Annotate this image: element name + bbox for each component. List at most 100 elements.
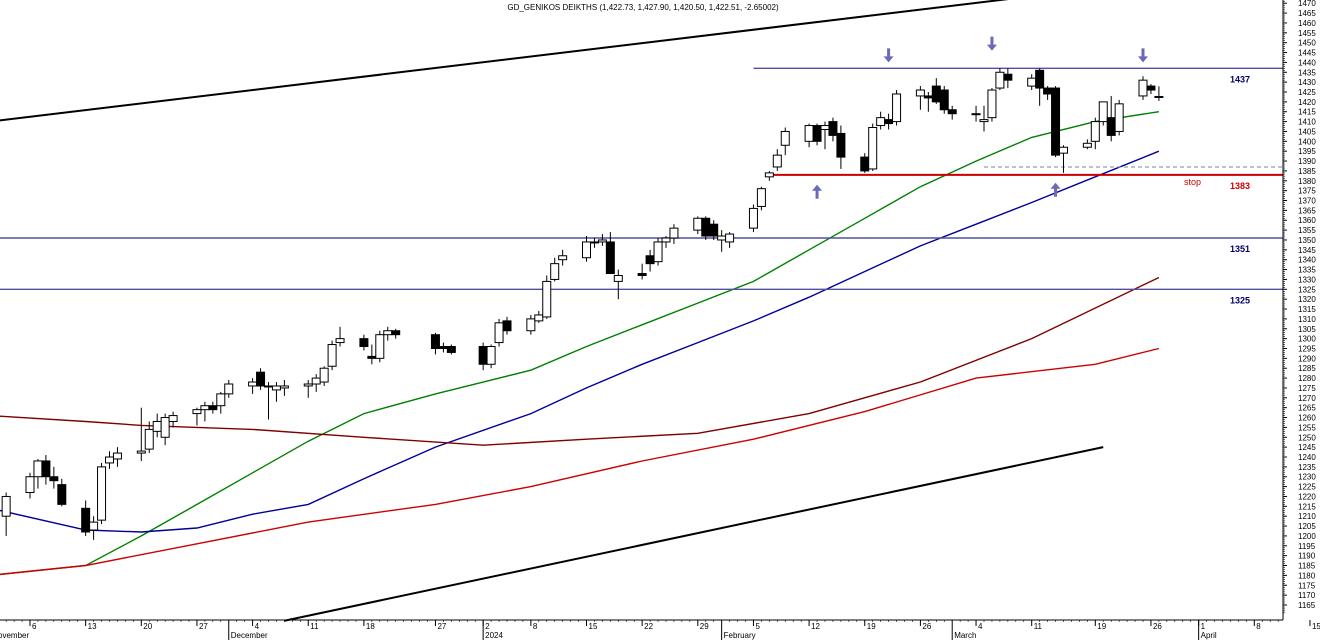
candle-2024-03-27 xyxy=(1154,86,1164,101)
candle-2023-11-14 xyxy=(89,516,99,540)
candle-2023-11-20 xyxy=(136,407,146,461)
y-tick-label-1370: 1370 xyxy=(1298,197,1316,206)
y-tick-label-1380: 1380 xyxy=(1298,177,1316,186)
candle-2024-03-19 xyxy=(1090,117,1100,150)
candle-2024-01-11 xyxy=(550,257,560,282)
trendline-2 xyxy=(284,446,1104,622)
candle-2024-03-04 xyxy=(971,105,981,122)
y-tick-label-1165: 1165 xyxy=(1298,601,1316,610)
candle-2024-03-05 xyxy=(979,105,989,132)
candle-2024-03-20 xyxy=(1098,101,1108,126)
y-tick-label-1405: 1405 xyxy=(1298,127,1316,136)
y-tick-label-1330: 1330 xyxy=(1298,275,1316,284)
y-tick-label-1470: 1470 xyxy=(1298,0,1316,8)
candle-2023-11-10 xyxy=(57,478,67,507)
x-tick-label-2023-11-13: 13 xyxy=(88,622,97,631)
y-tick-label-1365: 1365 xyxy=(1298,206,1316,215)
month-label-2023-12-01: December xyxy=(231,631,268,640)
y-tick-label-1350: 1350 xyxy=(1298,236,1316,245)
candle-2024-02-13 xyxy=(812,123,822,146)
level-note-1383: stop xyxy=(1184,177,1201,187)
y-tick-label-1375: 1375 xyxy=(1298,187,1316,196)
candle-2024-01-22 xyxy=(637,263,647,280)
y-tick-label-1450: 1450 xyxy=(1298,39,1316,48)
y-tick-label-1200: 1200 xyxy=(1298,532,1316,541)
candle-2024-02-08 xyxy=(772,149,782,171)
candle-2023-11-24 xyxy=(168,411,178,428)
candle-2024-02-26 xyxy=(915,86,925,110)
x-tick-label-2024-01-08: 8 xyxy=(533,622,538,631)
candle-2024-01-18 xyxy=(605,232,615,275)
month-label-2024-02-01: February xyxy=(724,631,756,640)
candle-2024-01-10 xyxy=(542,275,552,319)
candle-2024-03-06 xyxy=(987,88,997,122)
candle-2024-03-26 xyxy=(1146,84,1156,94)
y-tick-label-1270: 1270 xyxy=(1298,394,1316,403)
y-tick-label-1390: 1390 xyxy=(1298,157,1316,166)
candle-2023-11-30 xyxy=(216,391,226,414)
y-tick-label-1455: 1455 xyxy=(1298,29,1316,38)
arrows-layer xyxy=(812,36,1148,199)
y-tick-label-1215: 1215 xyxy=(1298,502,1316,511)
x-tick-label-2024-03-04: 4 xyxy=(978,622,983,631)
candle-2023-12-18 xyxy=(359,334,369,351)
moving-average-line-4 xyxy=(0,347,1160,576)
candle-2024-01-25 xyxy=(661,236,671,248)
y-tick-label-1195: 1195 xyxy=(1298,542,1316,551)
y-tick-label-1235: 1235 xyxy=(1298,463,1316,472)
candle-2023-11-06 xyxy=(25,472,35,499)
y-tick-label-1230: 1230 xyxy=(1298,473,1316,482)
y-tick-label-1280: 1280 xyxy=(1298,374,1316,383)
y-tick-label-1250: 1250 xyxy=(1298,433,1316,442)
candle-2024-02-06 xyxy=(756,186,766,211)
moving-averages-layer xyxy=(0,111,1160,576)
x-tick-label-2023-11-06: 6 xyxy=(32,622,37,631)
y-tick-label-1225: 1225 xyxy=(1298,483,1316,492)
y-tick-label-1460: 1460 xyxy=(1298,19,1316,28)
candle-2024-03-08 xyxy=(1003,68,1013,89)
y-tick-label-1335: 1335 xyxy=(1298,266,1316,275)
candle-2024-02-05 xyxy=(748,204,758,233)
candle-2023-12-11 xyxy=(303,380,313,398)
candle-2024-01-08 xyxy=(526,314,536,335)
candle-2024-03-18 xyxy=(1082,139,1092,150)
candle-2024-01-30 xyxy=(701,216,711,240)
candle-2024-01-03 xyxy=(486,344,496,369)
y-tick-label-1315: 1315 xyxy=(1298,305,1316,314)
y-tick-label-1290: 1290 xyxy=(1298,354,1316,363)
candle-2024-03-15 xyxy=(1059,145,1068,173)
y-tick-label-1170: 1170 xyxy=(1298,591,1316,600)
candle-2023-11-08 xyxy=(41,455,51,485)
y-tick-label-1275: 1275 xyxy=(1298,384,1316,393)
trendlines-layer xyxy=(0,0,1104,622)
y-tick-label-1340: 1340 xyxy=(1298,256,1316,265)
y-tick-label-1325: 1325 xyxy=(1298,285,1316,294)
y-tick-label-1220: 1220 xyxy=(1298,492,1316,501)
x-tick-label-2024-03-19: 19 xyxy=(1097,622,1106,631)
candle-2023-12-20 xyxy=(375,330,385,363)
candle-2024-02-02 xyxy=(725,232,735,248)
arrow-down-3 xyxy=(1138,48,1148,63)
y-tick-label-1465: 1465 xyxy=(1298,9,1316,18)
y-tick-label-1355: 1355 xyxy=(1298,226,1316,235)
candle-2024-03-14 xyxy=(1051,86,1061,158)
y-tick-label-1395: 1395 xyxy=(1298,147,1316,156)
candle-2024-01-05 xyxy=(502,316,512,335)
candle-2024-01-09 xyxy=(534,311,544,323)
level-label-1437: 1437 xyxy=(1230,74,1250,84)
arrow-down-2 xyxy=(986,36,997,51)
arrow-up-5 xyxy=(1050,182,1061,197)
candle-2024-01-19 xyxy=(613,269,623,300)
candle-2024-01-31 xyxy=(709,220,719,240)
candle-2023-11-21 xyxy=(144,421,154,454)
y-tick-label-1180: 1180 xyxy=(1298,571,1316,580)
candle-2023-11-23 xyxy=(160,413,170,446)
candle-2023-12-27 xyxy=(430,332,440,355)
candle-2023-12-13 xyxy=(319,366,329,386)
y-tick-label-1440: 1440 xyxy=(1298,58,1316,67)
y-tick-label-1210: 1210 xyxy=(1298,512,1316,521)
candle-2023-11-16 xyxy=(105,451,114,469)
y-tick-label-1300: 1300 xyxy=(1298,335,1316,344)
moving-average-line-1 xyxy=(0,111,1160,576)
candle-2023-11-17 xyxy=(112,447,122,467)
